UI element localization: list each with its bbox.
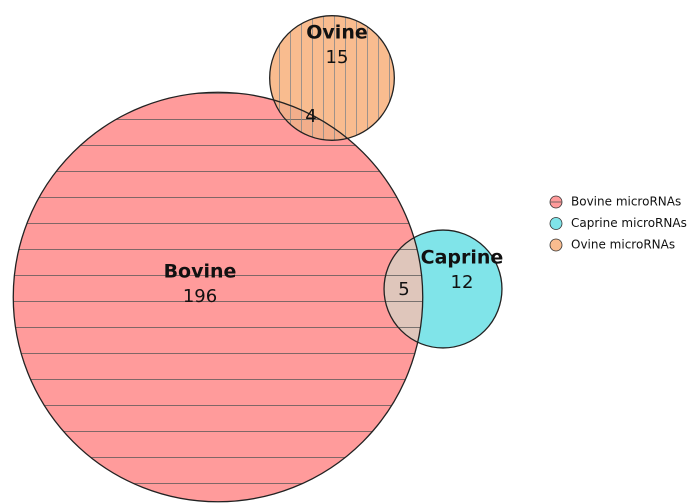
set-name: Ovine <box>306 22 367 44</box>
set-name: Caprine <box>421 247 504 269</box>
legend-label: Caprine microRNAs <box>571 216 687 230</box>
set-outline <box>12 91 424 503</box>
overlap <box>384 230 423 348</box>
set-name: Bovine <box>164 261 237 283</box>
overlap-count: 5 <box>398 279 409 300</box>
set-count: 196 <box>183 286 217 307</box>
legend-label: Bovine microRNAs <box>571 195 681 209</box>
overlap-count: 4 <box>305 106 316 127</box>
legend-label: Ovine microRNAs <box>571 238 675 252</box>
legend-swatch <box>549 217 563 230</box>
set-count: 15 <box>326 47 349 68</box>
set-hatch <box>13 92 423 502</box>
set-outline <box>383 229 503 349</box>
set-count: 12 <box>451 272 474 293</box>
overlap-hatch <box>384 230 423 348</box>
legend-swatch <box>549 238 563 252</box>
set-outline <box>269 15 395 141</box>
